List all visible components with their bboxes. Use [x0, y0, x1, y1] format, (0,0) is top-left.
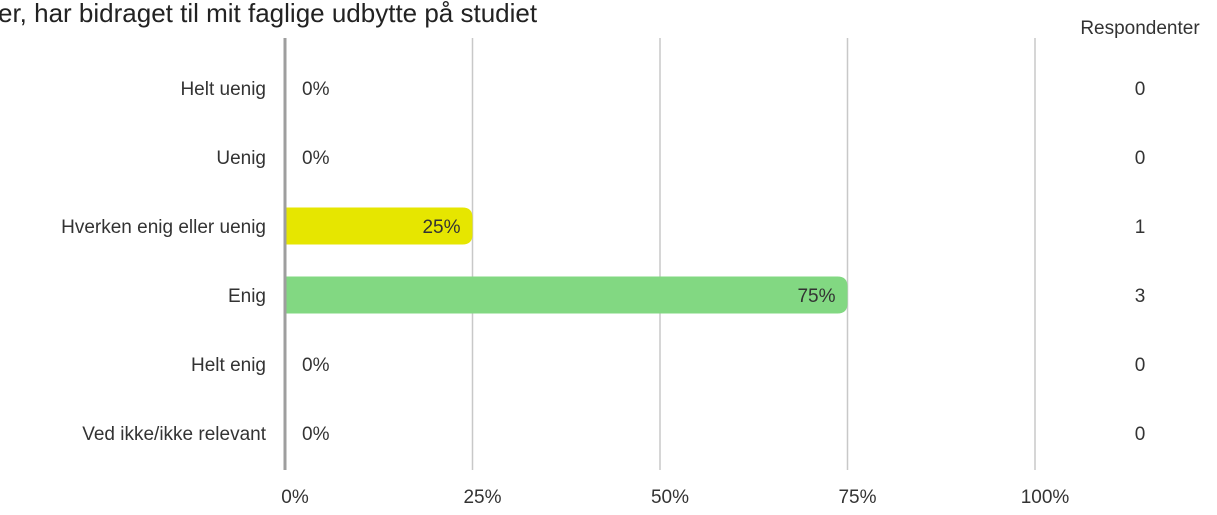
respondents-count: 0 — [1135, 148, 1146, 169]
bar — [285, 276, 848, 314]
respondents-header: Respondenter — [1080, 18, 1200, 39]
respondents-count: 0 — [1135, 355, 1146, 376]
category-label: Uenig — [216, 148, 266, 169]
category-label: Enig — [228, 286, 266, 307]
x-tick-label: 50% — [651, 487, 689, 508]
category-label: Ved ikke/ikke relevant — [82, 424, 266, 445]
category-label: Hverken enig eller uenig — [61, 217, 266, 238]
category-label: Helt enig — [191, 355, 266, 376]
respondents-count: 0 — [1135, 79, 1146, 100]
value-label: 75% — [797, 286, 835, 307]
bars — [285, 207, 848, 314]
respondents-count: 0 — [1135, 424, 1146, 445]
value-label: 0% — [302, 79, 330, 100]
chart-title: er, har bidraget til mit faglige udbytte… — [0, 0, 538, 28]
value-label: 0% — [302, 148, 330, 169]
bar — [285, 207, 473, 245]
value-label: 25% — [422, 217, 460, 238]
x-tick-label: 100% — [1021, 487, 1070, 508]
respondents-count: 3 — [1135, 286, 1146, 307]
respondents-count: 1 — [1135, 217, 1146, 238]
x-tick-label: 75% — [838, 487, 876, 508]
x-tick-label: 25% — [463, 487, 501, 508]
gridlines — [471, 38, 1036, 470]
category-label: Helt uenig — [180, 79, 266, 100]
value-label: 0% — [302, 424, 330, 445]
value-label: 0% — [302, 355, 330, 376]
x-tick-label: 0% — [281, 487, 309, 508]
